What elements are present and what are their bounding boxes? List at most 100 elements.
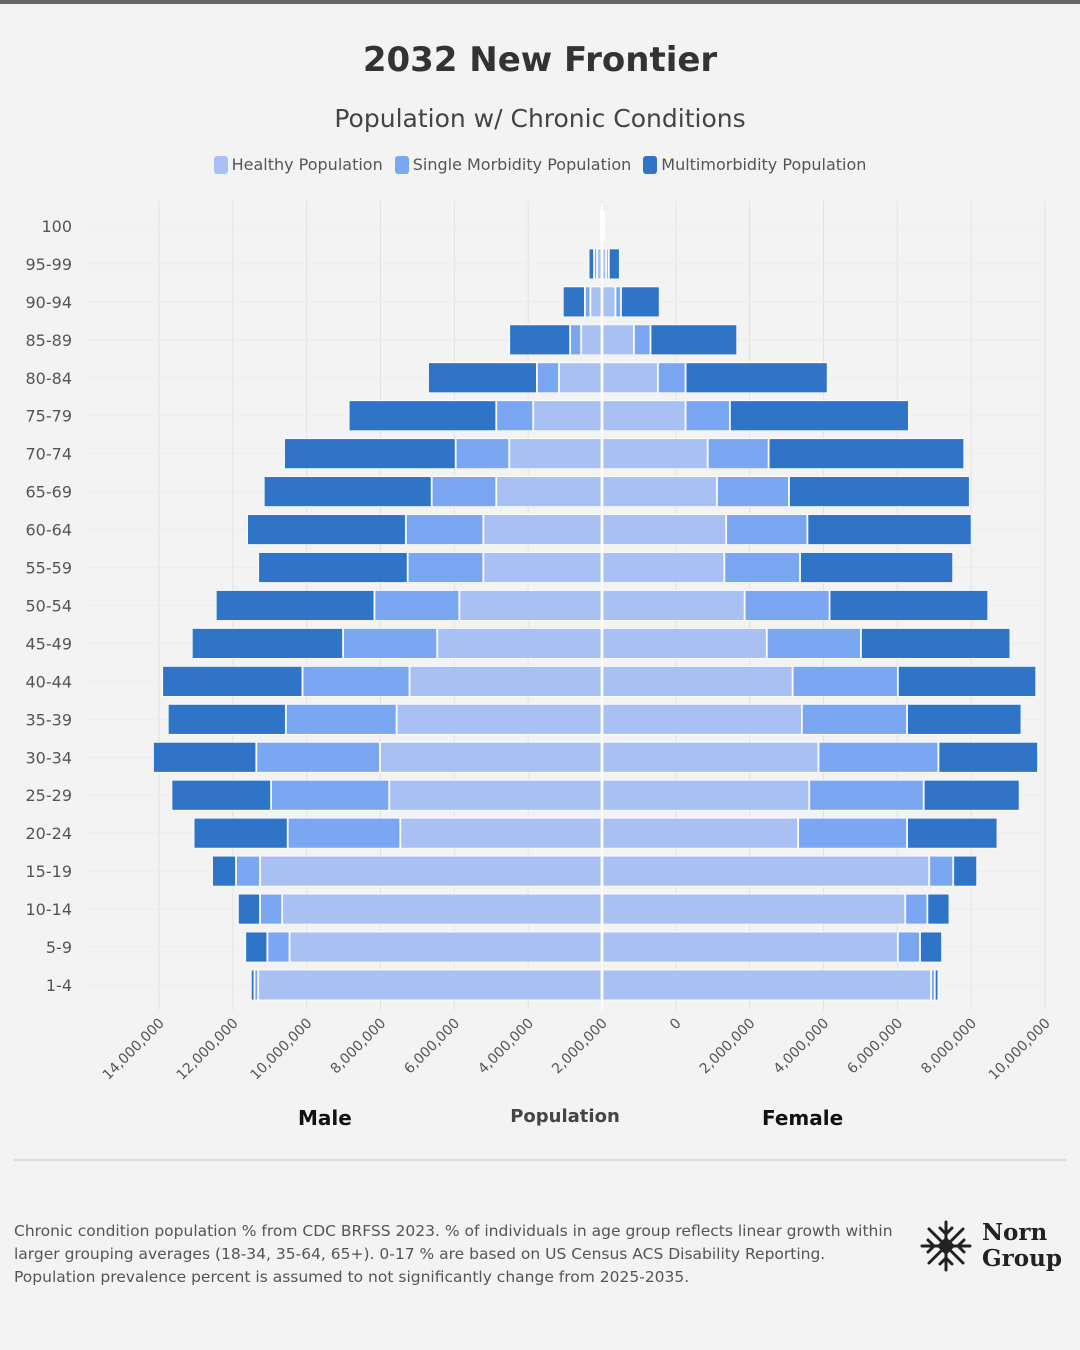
y-tick-label: 90-94 [26, 293, 73, 312]
bar-female-single-morbidity-population [707, 438, 769, 470]
y-tick-label: 15-19 [26, 862, 73, 881]
bar-female-healthy-population [602, 362, 658, 394]
y-tick-label: 80-84 [26, 369, 73, 388]
legend-item-healthy[interactable]: Healthy Population [213, 155, 383, 174]
bar-male-single-morbidity-population [594, 248, 597, 280]
bar-female-healthy-population [602, 893, 906, 925]
bar-female-multimorbidity-population [927, 893, 950, 925]
bar-male-multimorbidity-population [263, 476, 432, 508]
bar-male-single-morbidity-population [287, 817, 401, 849]
bar-female-multimorbidity-population [603, 210, 606, 242]
legend-item-multimorbidity[interactable]: Multimorbidity Population [643, 155, 866, 174]
bar-female-healthy-population [602, 741, 819, 773]
y-tick-label: 30-34 [26, 748, 73, 767]
bar-female-multimorbidity-population [907, 817, 998, 849]
bar-female-single-morbidity-population [801, 703, 907, 735]
bar-female-multimorbidity-population [685, 362, 828, 394]
legend-item-single-morbidity[interactable]: Single Morbidity Population [394, 155, 631, 174]
bar-female-healthy-population [602, 514, 727, 545]
bar-male-healthy-population [496, 476, 602, 508]
bar-female-multimorbidity-population [621, 286, 660, 318]
bar-female-healthy-population [602, 324, 634, 356]
y-axis-ticks: 100 95-99 90-94 85-89 80-84 75-79 70-74 65-69 60… [26, 217, 73, 995]
bar-male-single-morbidity-population [405, 514, 484, 545]
bar-male-single-morbidity-population [407, 552, 484, 583]
bar-female-multimorbidity-population [729, 400, 909, 432]
bar-male-healthy-population [389, 779, 602, 811]
bar-female-single-morbidity-population [905, 893, 928, 925]
brand-name: Norn Group [982, 1220, 1062, 1272]
bar-male-single-morbidity-population [271, 779, 390, 811]
bar-male-single-morbidity-population [584, 286, 591, 318]
bar-male-multimorbidity-population [599, 210, 602, 242]
bar-female-healthy-population [602, 817, 799, 849]
chart-title: 2032 New Frontier [362, 40, 718, 80]
y-tick-label: 85-89 [26, 331, 73, 350]
bar-female-single-morbidity-population [724, 552, 800, 583]
bar-male-multimorbidity-population [162, 665, 303, 697]
bar-female-single-morbidity-population [726, 514, 808, 545]
bar-female-multimorbidity-population [938, 741, 1039, 773]
legend-label-multimorbidity: Multimorbidity Population [661, 155, 867, 174]
bar-female-single-morbidity-population [929, 855, 954, 887]
bar-male-healthy-population [409, 665, 602, 697]
top-border [0, 0, 1080, 4]
y-tick-label: 25-29 [26, 786, 73, 805]
bar-female-single-morbidity-population [606, 248, 609, 280]
x-tick-label: 2,000,000 [697, 1015, 759, 1077]
bar-female-healthy-population [602, 969, 931, 1001]
bar-female-multimorbidity-population [907, 703, 1022, 735]
brand-name-line2: Group [982, 1245, 1062, 1272]
bar-male-healthy-population [483, 552, 602, 583]
bar-male-multimorbidity-population [250, 969, 255, 1001]
y-tick-label: 65-69 [26, 483, 73, 502]
x-tick-label: 8,000,000 [918, 1015, 980, 1077]
bar-male-multimorbidity-population [562, 286, 585, 318]
y-tick-label: 60-64 [26, 521, 73, 540]
y-tick-label: 75-79 [26, 407, 73, 426]
y-tick-label: 55-59 [26, 559, 73, 578]
bar-female-multimorbidity-population [800, 552, 954, 583]
bar-male-multimorbidity-population [167, 703, 286, 735]
bar-male-healthy-population [396, 703, 602, 735]
x-tick-label: 6,000,000 [844, 1015, 906, 1077]
y-tick-label: 45-49 [26, 634, 73, 653]
bar-female-healthy-population [602, 628, 767, 659]
x-tick-label: 6,000,000 [401, 1015, 463, 1077]
bar-female-multimorbidity-population [923, 779, 1020, 811]
bar-male-single-morbidity-population [374, 590, 460, 621]
bar-female-multimorbidity-population [953, 855, 978, 887]
bar-male-healthy-population [282, 893, 602, 925]
bar-male-healthy-population [380, 741, 602, 773]
bar-male-multimorbidity-population [193, 817, 288, 849]
bar-male-multimorbidity-population [348, 400, 497, 432]
bar-male-multimorbidity-population [171, 779, 271, 811]
bar-male-single-morbidity-population [570, 324, 582, 356]
x-tick-label: 4,000,000 [475, 1015, 537, 1077]
x-tick-label: 8,000,000 [328, 1015, 390, 1077]
chart-subtitle: Population w/ Chronic Conditions [334, 104, 746, 133]
bars [153, 210, 1039, 1001]
bar-male-multimorbidity-population [191, 628, 343, 659]
bar-male-healthy-population [581, 324, 602, 356]
bar-male-single-morbidity-population [267, 931, 290, 963]
x-tick-label: 10,000,000 [986, 1015, 1054, 1083]
bar-female-healthy-population [602, 931, 898, 963]
x-tick-label: 2,000,000 [549, 1015, 611, 1077]
chart-legend: Healthy Population Single Morbidity Popu… [0, 155, 1080, 174]
bar-female-single-morbidity-population [615, 286, 621, 318]
bar-female-healthy-population [602, 248, 607, 280]
bar-male-multimorbidity-population [153, 741, 257, 773]
bar-male-single-morbidity-population [302, 665, 410, 697]
bar-female-multimorbidity-population [807, 514, 972, 545]
bar-male-healthy-population [289, 931, 602, 963]
bar-male-single-morbidity-population [455, 438, 510, 470]
bar-male-multimorbidity-population [428, 362, 537, 394]
y-tick-label: 10-14 [26, 900, 73, 919]
y-tick-label: 40-44 [26, 672, 73, 691]
y-tick-label: 35-39 [26, 710, 73, 729]
bar-female-healthy-population [602, 779, 810, 811]
x-tick-label: 12,000,000 [174, 1015, 242, 1083]
y-tick-label: 1-4 [46, 976, 72, 995]
bar-male-healthy-population [533, 400, 602, 432]
